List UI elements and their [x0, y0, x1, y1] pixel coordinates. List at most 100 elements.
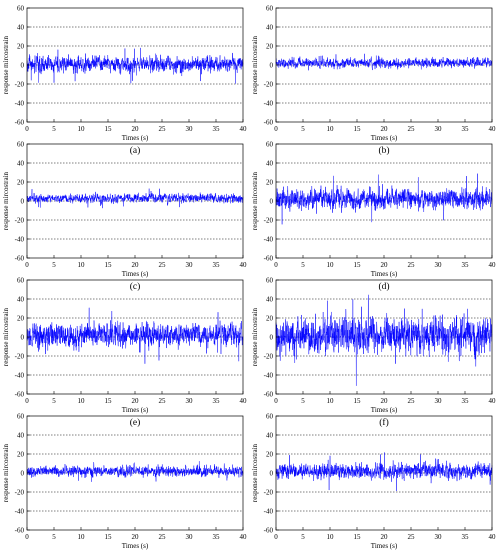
y-tick-label: 60	[266, 276, 274, 284]
x-tick-label: 30	[435, 125, 443, 133]
x-tick-label: 25	[408, 397, 416, 405]
x-tick-label: 40	[240, 533, 248, 541]
x-tick-label: 20	[381, 397, 389, 405]
signal-trace	[26, 47, 244, 84]
x-tick-label: 30	[186, 397, 194, 405]
y-tick-label: 60	[17, 276, 25, 284]
y-tick-label: -60	[264, 526, 274, 534]
x-tick-label: 0	[274, 533, 278, 541]
x-tick-label: 25	[159, 125, 167, 133]
y-tick-label: 0	[21, 469, 25, 477]
x-tick-label: 15	[354, 125, 362, 133]
x-tick-label: 10	[78, 533, 86, 541]
x-tick-label: 15	[105, 261, 113, 269]
x-tick-label: 10	[78, 261, 86, 269]
y-tick-label: 0	[21, 197, 25, 205]
y-tick-label: -20	[15, 352, 25, 360]
y-tick-label: -40	[264, 235, 274, 243]
panel-caption: (c)	[130, 281, 141, 292]
x-tick-label: 5	[52, 261, 56, 269]
x-tick-label: 10	[327, 397, 335, 405]
x-tick-label: 5	[301, 397, 305, 405]
x-tick-label: 25	[159, 261, 167, 269]
x-tick-label: 40	[489, 261, 497, 269]
x-tick-label: 25	[408, 125, 416, 133]
x-axis-label: Times (s)	[371, 542, 398, 550]
y-tick-label: -60	[15, 390, 25, 398]
x-tick-label: 25	[159, 533, 167, 541]
x-tick-label: 5	[301, 261, 305, 269]
y-axis-label: response mircostrain	[2, 35, 10, 94]
x-tick-label: 20	[132, 397, 140, 405]
x-tick-label: 20	[132, 261, 140, 269]
y-tick-label: 20	[266, 42, 274, 50]
y-tick-label: -60	[264, 390, 274, 398]
x-tick-label: 10	[78, 125, 86, 133]
x-tick-label: 40	[489, 397, 497, 405]
y-axis-label: response mircostrain	[251, 307, 259, 366]
panel-caption: (d)	[378, 281, 389, 292]
x-tick-label: 40	[489, 125, 497, 133]
y-tick-label: -20	[264, 488, 274, 496]
x-tick-label: 15	[354, 261, 362, 269]
y-tick-label: 20	[17, 450, 25, 458]
x-tick-label: 0	[25, 261, 29, 269]
y-axis-label: response mircostrain	[251, 35, 259, 94]
x-tick-label: 0	[274, 397, 278, 405]
x-tick-label: 35	[462, 261, 470, 269]
x-tick-label: 0	[274, 261, 278, 269]
x-tick-label: 30	[435, 261, 443, 269]
x-tick-label: 15	[105, 397, 113, 405]
x-tick-label: 0	[25, 125, 29, 133]
y-tick-label: 20	[17, 42, 25, 50]
signal-trace	[26, 188, 244, 209]
x-tick-label: 30	[186, 261, 194, 269]
x-tick-label: 20	[381, 125, 389, 133]
y-tick-label: -60	[264, 254, 274, 262]
panel-caption: (b)	[378, 145, 389, 156]
y-tick-label: -40	[264, 507, 274, 515]
y-tick-label: 40	[17, 23, 25, 31]
x-tick-label: 0	[25, 397, 29, 405]
y-axis-label: response mircostrain	[2, 171, 10, 230]
y-tick-label: -40	[15, 507, 25, 515]
x-tick-label: 30	[186, 533, 194, 541]
y-tick-label: -60	[15, 118, 25, 126]
x-axis-label: Times (s)	[122, 134, 149, 142]
x-tick-label: 40	[240, 125, 248, 133]
x-tick-label: 35	[213, 533, 221, 541]
x-axis-label: Times (s)	[371, 406, 398, 414]
y-tick-label: 20	[266, 178, 274, 186]
x-tick-label: 35	[213, 261, 221, 269]
y-tick-label: 0	[270, 197, 274, 205]
y-axis-label: response mircostrain	[2, 443, 10, 502]
x-axis-label: Times (s)	[122, 270, 149, 278]
y-tick-label: -40	[264, 99, 274, 107]
x-axis-label: Times (s)	[371, 270, 398, 278]
y-tick-label: 60	[17, 140, 25, 148]
y-tick-label: 60	[266, 412, 274, 420]
x-axis-label: Times (s)	[371, 134, 398, 142]
signal-trace	[275, 294, 493, 386]
y-axis-label: response mircostrain	[251, 443, 259, 502]
x-tick-label: 10	[327, 261, 335, 269]
y-tick-label: -40	[264, 371, 274, 379]
x-tick-label: 20	[381, 533, 389, 541]
y-tick-label: 0	[21, 333, 25, 341]
y-tick-label: 40	[266, 431, 274, 439]
y-tick-label: -40	[15, 371, 25, 379]
signal-trace	[26, 461, 244, 482]
x-tick-label: 15	[105, 125, 113, 133]
x-tick-label: 20	[381, 261, 389, 269]
x-tick-label: 20	[132, 533, 140, 541]
y-tick-label: -60	[264, 118, 274, 126]
y-tick-label: 20	[17, 178, 25, 186]
y-tick-label: 60	[266, 4, 274, 12]
x-tick-label: 30	[186, 125, 194, 133]
x-tick-label: 15	[354, 533, 362, 541]
y-tick-label: 60	[17, 412, 25, 420]
